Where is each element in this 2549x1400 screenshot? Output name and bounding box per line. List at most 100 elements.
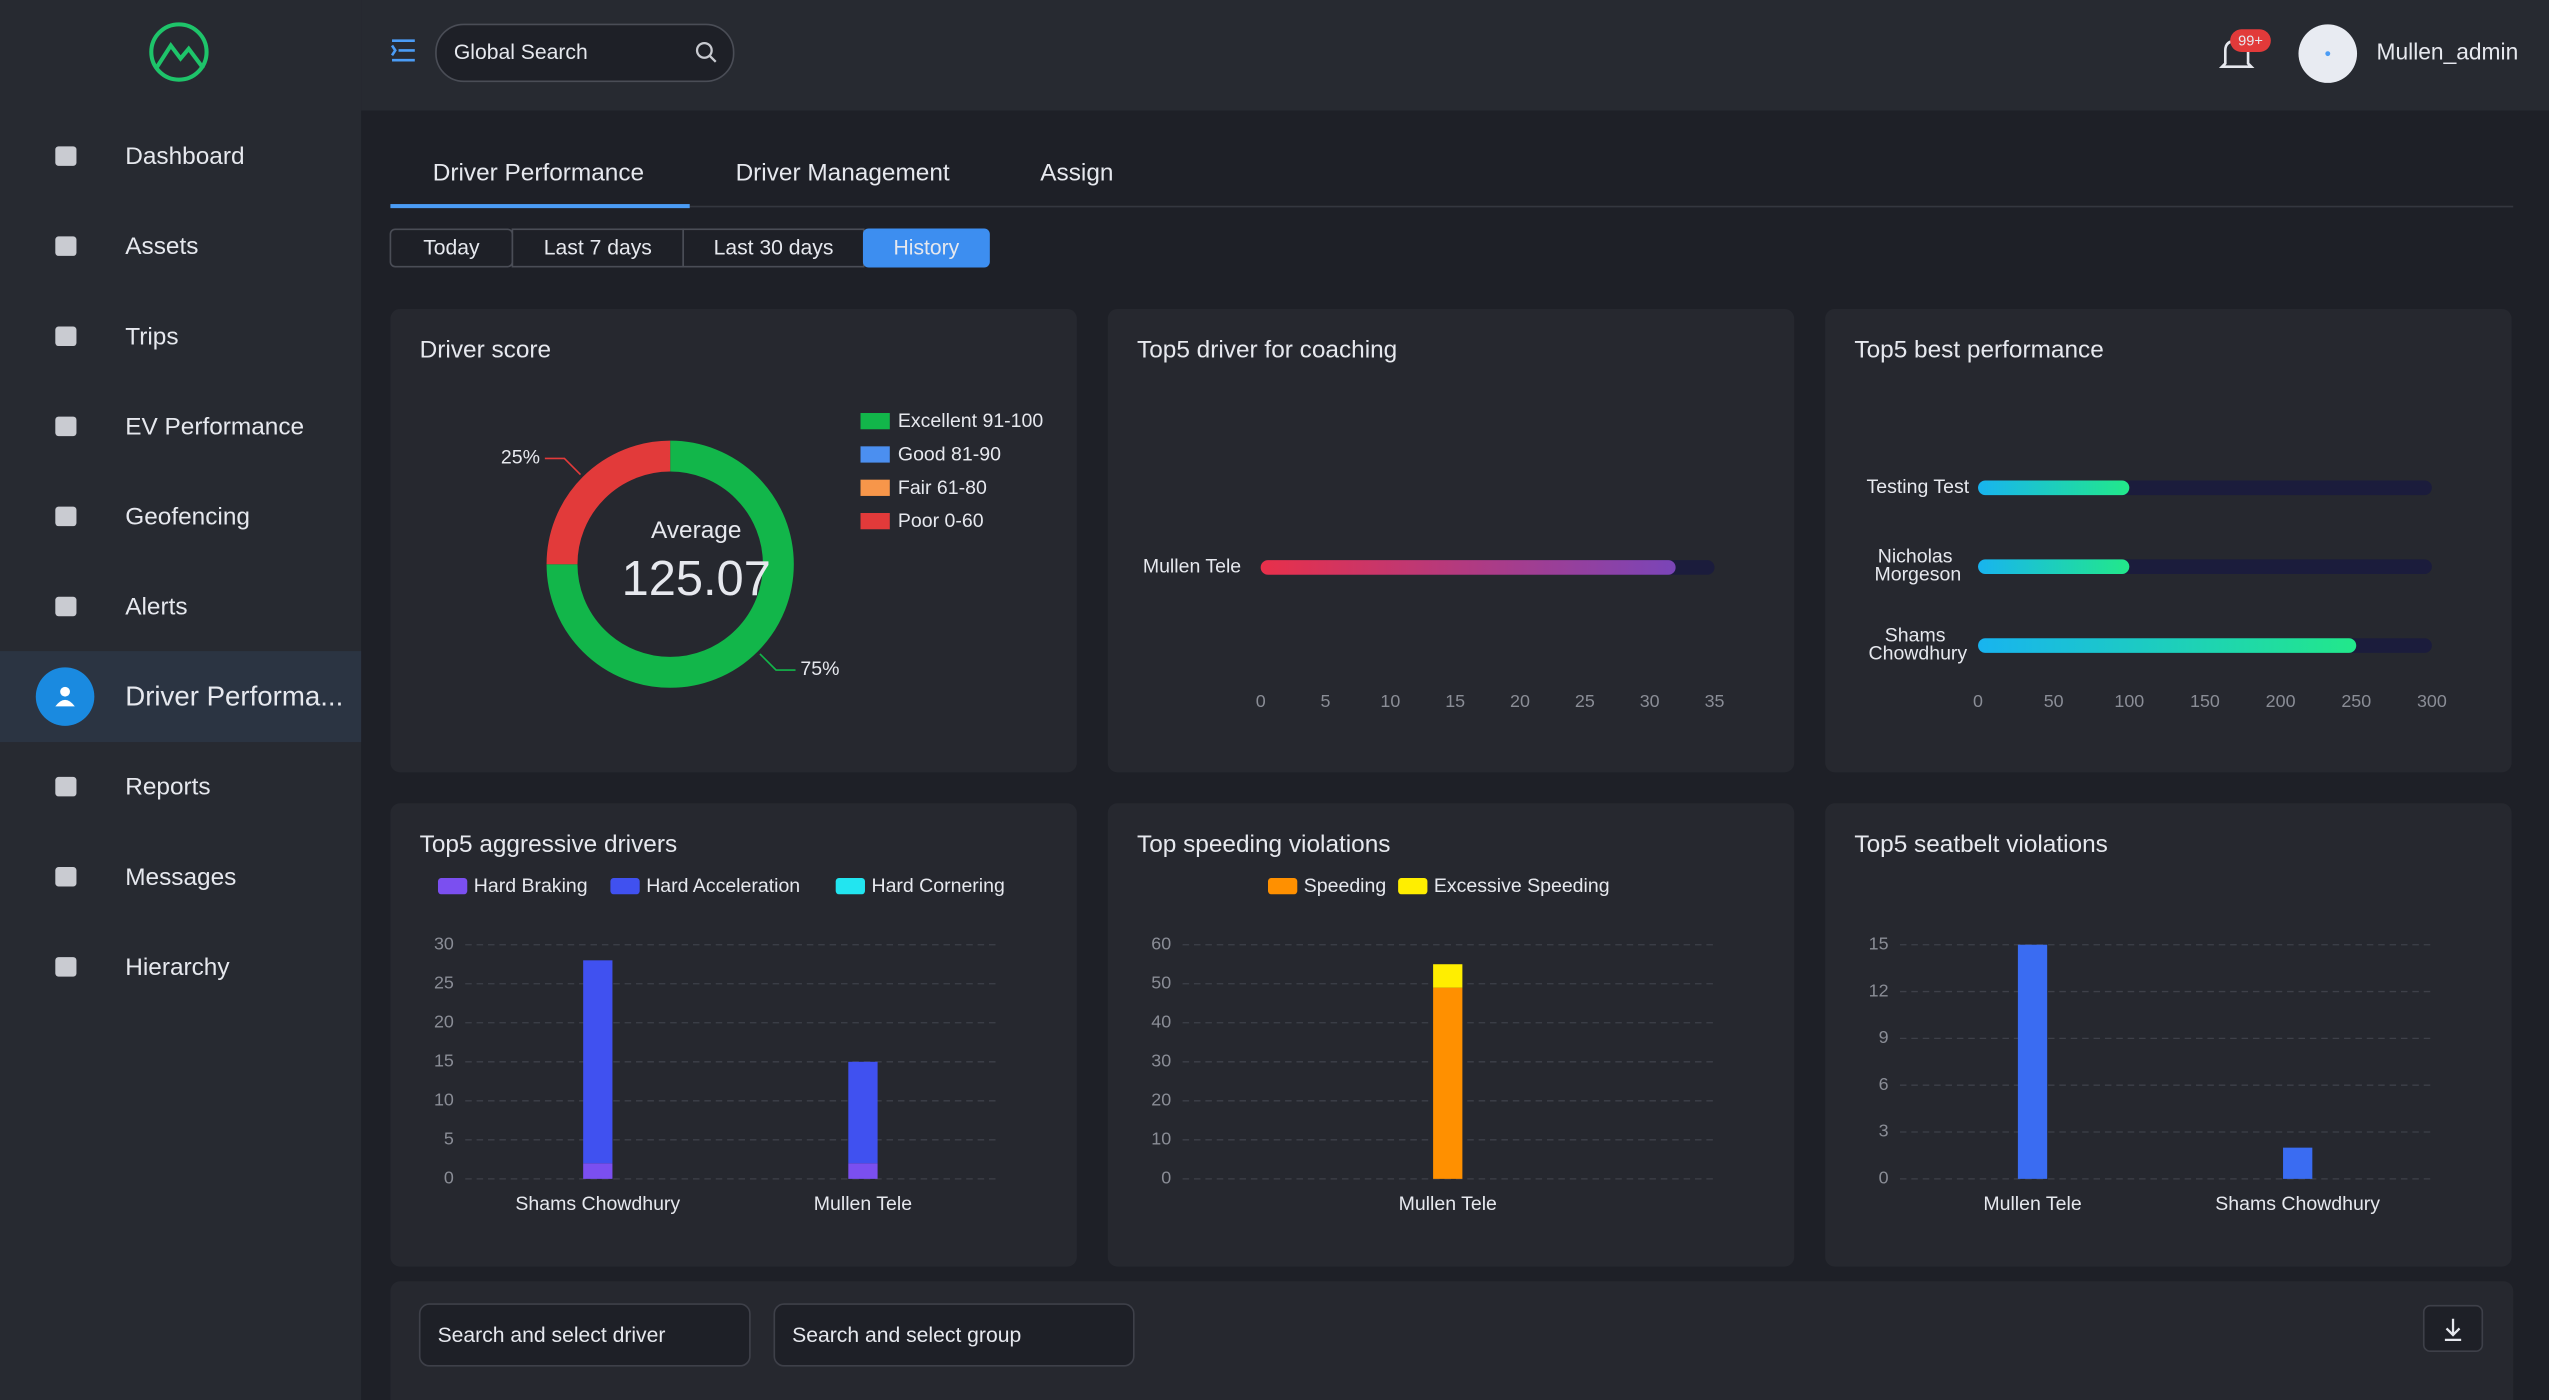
tab[interactable]: Driver Performance: [433, 159, 644, 186]
y-tick-label: Nicholas Morgeson: [1874, 546, 1961, 586]
bar: [1260, 560, 1676, 575]
download-icon: [2444, 1318, 2462, 1341]
x-tick-label: 10: [1380, 691, 1400, 711]
legend-swatch: [1267, 878, 1298, 895]
x-tick-label: 20: [1510, 691, 1530, 711]
legend-swatch: [860, 479, 890, 496]
tab-underline: [390, 204, 690, 209]
legend-label: Fair 61-80: [898, 477, 987, 499]
legend-swatch: [860, 446, 890, 463]
filter-label: Last 30 days: [714, 236, 834, 259]
leader-line: [759, 653, 796, 671]
driver-placeholder: Search and select driver: [438, 1324, 666, 1347]
chart-title: Top5 seatbelt violations: [1854, 831, 2107, 858]
filter-label: Last 7 days: [544, 236, 652, 259]
filter-button[interactable]: [862, 228, 990, 268]
group-select[interactable]: [773, 1303, 1135, 1367]
chart-title: Driver score: [420, 337, 551, 364]
center-label: Average: [651, 517, 741, 544]
x-tick-label: Shams Chowdhury: [515, 1193, 680, 1215]
driver-select[interactable]: [418, 1303, 751, 1367]
search-icon-handle: [708, 54, 717, 63]
notifications[interactable]: 99+: [2218, 29, 2271, 68]
y-tick-label: 50: [1151, 972, 1171, 992]
nav-item[interactable]: Dashboard: [125, 143, 244, 170]
notification-badge: [2230, 29, 2271, 53]
menu-icon: [390, 39, 415, 62]
logo[interactable]: [149, 22, 209, 82]
x-tick-label: 0: [1256, 691, 1266, 711]
x-tick-label: 100: [2114, 691, 2144, 711]
y-tick-label: 0: [444, 1168, 454, 1188]
tab[interactable]: Assign: [1040, 159, 1113, 186]
filter-button[interactable]: [682, 228, 865, 268]
nav-icon: [55, 326, 77, 347]
leader-line: [544, 457, 582, 476]
y-tick-label: Shams Chowdhury: [1869, 625, 1968, 665]
bar-segment: [1433, 987, 1463, 1179]
nav-item[interactable]: Alerts: [125, 594, 187, 621]
bar-segment: [2283, 1147, 2313, 1179]
chart-title: Top speeding violations: [1137, 831, 1390, 858]
x-tick-label: 35: [1705, 691, 1725, 711]
filter-button[interactable]: [511, 228, 685, 268]
x-tick-label: 30: [1640, 691, 1660, 711]
legend-swatch: [610, 878, 640, 895]
x-tick-label: 25: [1575, 691, 1595, 711]
legend-swatch: [1398, 878, 1428, 895]
y-tick-label: 10: [1151, 1129, 1171, 1149]
nav-icon: [55, 236, 77, 256]
x-tick-label: Shams Chowdhury: [2215, 1193, 2380, 1215]
nav-item[interactable]: Assets: [125, 233, 198, 260]
bar: [1978, 638, 2357, 653]
username[interactable]: Mullen_admin: [2377, 39, 2519, 65]
nav-icon: [55, 596, 77, 617]
nav-icon: [55, 416, 77, 437]
bar: [1978, 559, 2130, 574]
badge-count: 99+: [2238, 33, 2263, 49]
avatar-dot: [2325, 51, 2331, 57]
y-tick-label: Mullen Tele: [1143, 556, 1241, 578]
chart-card: [390, 803, 1077, 1267]
nav-item[interactable]: Reports: [125, 774, 210, 801]
chart-title: Top5 driver for coaching: [1137, 337, 1397, 364]
legend-label: Good 81-90: [898, 443, 1001, 465]
x-tick-label: 150: [2190, 691, 2220, 711]
nav-icon: [60, 686, 70, 697]
x-tick-label: 5: [1321, 691, 1331, 711]
global-search[interactable]: [435, 23, 735, 83]
legend-swatch: [437, 878, 468, 895]
x-tick-label: 200: [2266, 691, 2296, 711]
legend-label: Excellent 91-100: [898, 410, 1043, 432]
y-tick-label: 60: [1151, 933, 1171, 953]
nav-item[interactable]: Driver Performa...: [125, 681, 343, 712]
nav-item[interactable]: Messages: [125, 864, 236, 891]
center-value: 125.07: [622, 552, 771, 606]
y-tick-label: 40: [1151, 1011, 1171, 1031]
nav-item[interactable]: Geofencing: [125, 503, 250, 530]
chart-card: [390, 308, 1077, 773]
y-tick-label: 30: [434, 933, 454, 953]
x-tick-label: 0: [1973, 691, 1983, 711]
y-tick-label: 5: [444, 1129, 454, 1149]
bar-segment: [583, 1163, 613, 1179]
search-icon: [695, 41, 713, 59]
y-tick-label: 0: [1879, 1168, 1889, 1188]
nav-item[interactable]: EV Performance: [125, 413, 304, 440]
legend-label: Hard Acceleration: [646, 875, 800, 897]
nav-item[interactable]: Hierarchy: [125, 954, 230, 981]
legend-label: Speeding: [1304, 875, 1386, 897]
menu-toggle[interactable]: [390, 39, 415, 62]
y-tick-label: 9: [1879, 1027, 1889, 1047]
chart-card: [1107, 308, 1795, 773]
legend-label: Hard Braking: [474, 875, 588, 897]
chart-title: Top5 aggressive drivers: [420, 831, 677, 858]
donut-segment: [546, 440, 671, 565]
value-label: 75%: [800, 658, 839, 680]
nav-item[interactable]: Trips: [125, 323, 178, 350]
tab[interactable]: Driver Management: [736, 159, 950, 186]
donut-segment: [546, 440, 794, 688]
legend-swatch: [860, 413, 890, 430]
y-tick-label: 20: [1151, 1090, 1171, 1110]
